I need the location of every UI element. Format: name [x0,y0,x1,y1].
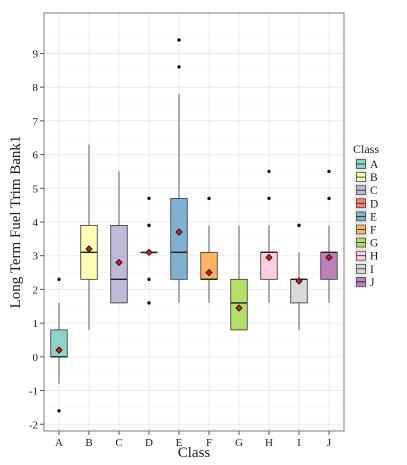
axes: -2 -1 0 1 2 3 4 5 6 7 8 9 A B C D E F G H I J [29,48,332,449]
legend-label: D [370,198,378,210]
outlier-point [267,196,271,201]
legend-item-d: D [354,197,378,210]
box-i [290,223,308,330]
outlier-point [147,301,151,305]
legend-label: B [370,172,378,184]
outlier-point [177,65,181,69]
y-axis-title: Long Term Fuel Trim Bank1 [8,136,24,309]
y-tick-label: 0 [33,352,39,364]
mean-marker [85,245,93,253]
legend-label: I [370,264,374,276]
mean-marker [235,304,243,312]
legend-title: Class [353,142,379,156]
legend-item-g: G [354,236,378,250]
box-d [140,196,158,305]
mean-marker [295,277,303,285]
x-tick-label: H [265,437,273,449]
x-tick-label: C [115,437,122,449]
boxes [50,38,338,413]
x-axis-title: Class [178,445,211,461]
mean-marker [175,228,183,236]
outlier-point [297,223,301,228]
outlier-point [327,196,331,201]
box-c [110,171,128,304]
box-f [200,196,218,303]
y-tick-label: -2 [29,419,38,431]
box-body [170,198,188,280]
y-tick-label: 5 [33,183,39,195]
x-tick-label: A [55,437,63,449]
box-j [320,169,338,303]
legend-label: F [370,225,376,237]
outlier-point [267,169,271,174]
x-tick-label: F [206,437,212,449]
x-tick-label: D [145,437,153,449]
legend-label: J [370,277,375,289]
y-tick-label: 4 [33,217,39,229]
mean-marker [265,253,273,262]
outlier-point [57,409,61,413]
mean-marker [55,346,63,354]
legend-label: A [370,159,379,171]
y-tick-label: 6 [33,150,39,162]
legend-item-h: H [354,249,378,263]
outlier-point [327,169,331,174]
x-tick-label: E [176,437,183,449]
x-tick-label: I [297,437,301,449]
box-g [230,225,248,331]
outlier-point [147,196,151,201]
y-tick-label: 3 [33,251,39,263]
legend-item-i: I [354,262,374,276]
legend-item-j: J [354,275,375,289]
mean-marker [205,268,213,277]
legend-label: H [370,251,378,263]
x-tick-label: J [327,437,332,449]
outlier-point [147,223,151,228]
box-h [260,169,278,303]
box-b [80,144,98,330]
mean-marker [325,253,333,262]
x-tick-label: B [85,437,92,449]
y-tick-label: 1 [33,318,39,330]
box-a [50,277,68,413]
y-tick-label: 7 [33,116,39,128]
outlier-point [207,196,211,201]
mean-marker [145,248,153,257]
y-tick-label: 2 [33,284,39,296]
outlier-point [177,38,181,42]
mean-marker [115,258,123,267]
y-tick-label: 9 [33,48,39,60]
y-tick-label: -1 [29,386,38,398]
legend-item-e: E [354,210,377,223]
x-tick-label: G [235,437,243,449]
legend-item-c: C [354,183,378,197]
outlier-point [57,277,61,282]
legend-item-b: B [354,170,378,184]
box-e [170,38,188,303]
legend-item-a: A [354,157,379,171]
legend-label: C [370,185,378,197]
legend-label: E [370,211,377,223]
outlier-point [147,277,151,282]
legend-label: G [370,238,378,250]
y-tick-label: 8 [33,82,39,94]
legend-item-f: F [354,223,376,237]
